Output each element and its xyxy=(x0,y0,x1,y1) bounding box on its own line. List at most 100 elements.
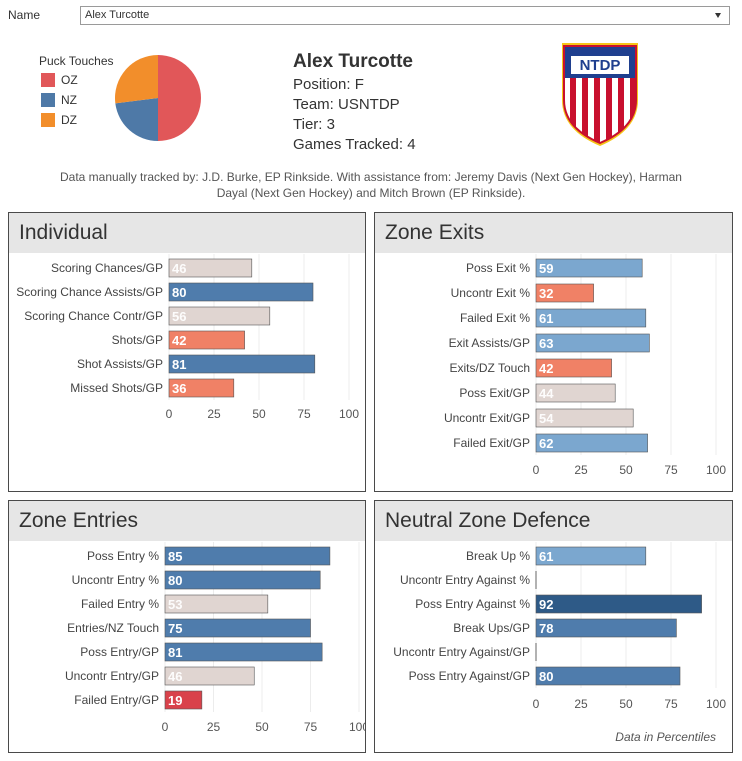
x-tick-label: 50 xyxy=(619,697,633,711)
bar[interactable] xyxy=(168,258,253,278)
bar[interactable] xyxy=(164,618,311,638)
category-label: Uncontr Entry/GP xyxy=(65,669,159,683)
zone-entries-panel: Zone Entries Poss Entry % 85 Uncontr Entry… xyxy=(8,500,366,753)
pie-slice-oz xyxy=(158,55,201,141)
data-label: 62 xyxy=(539,436,553,451)
category-label: Poss Entry Against % xyxy=(415,597,530,611)
x-tick-label: 75 xyxy=(297,407,311,421)
bar[interactable] xyxy=(535,308,647,328)
category-label: Scoring Chances/GP xyxy=(51,261,163,275)
bar[interactable] xyxy=(168,330,245,350)
bar[interactable] xyxy=(535,333,650,353)
bar[interactable] xyxy=(535,546,647,566)
bar[interactable] xyxy=(164,690,203,710)
data-label: 32 xyxy=(539,286,553,301)
player-name: Alex Turcotte xyxy=(293,51,414,72)
data-label: 80 xyxy=(539,669,553,684)
nz-swatch xyxy=(41,93,55,107)
data-label: 36 xyxy=(172,381,186,396)
bar[interactable] xyxy=(535,383,616,403)
category-label: Poss Entry/GP xyxy=(80,645,159,659)
bar[interactable] xyxy=(164,570,321,590)
data-label: 81 xyxy=(172,357,186,372)
pie-legend-item-dz: DZ xyxy=(41,113,77,127)
bar[interactable] xyxy=(535,594,702,614)
oz-swatch xyxy=(41,73,55,87)
data-label: 78 xyxy=(539,621,553,636)
category-label: Scoring Chance Assists/GP xyxy=(16,285,163,299)
name-filter-value: Alex Turcotte xyxy=(85,9,150,21)
bar[interactable] xyxy=(535,666,681,686)
category-label: Uncontr Entry Against/GP xyxy=(393,645,530,659)
player-tier: Tier: 3 xyxy=(293,116,335,133)
bar[interactable] xyxy=(535,408,634,428)
category-label: Break Ups/GP xyxy=(453,621,530,635)
bar[interactable] xyxy=(535,283,594,303)
bar[interactable] xyxy=(535,358,612,378)
zone-exits-bar-chart: Poss Exit % 59 Uncontr Exit % 32 Failed Exit… xyxy=(444,254,726,477)
x-tick-label: 25 xyxy=(574,697,588,711)
category-label: Poss Entry Against/GP xyxy=(409,669,530,683)
dz-swatch xyxy=(41,113,55,127)
data-label: 42 xyxy=(539,361,553,376)
panel-title: Zone Entries xyxy=(9,501,365,541)
x-tick-label: 100 xyxy=(339,407,359,421)
bar[interactable] xyxy=(535,258,643,278)
bar[interactable] xyxy=(168,354,316,374)
data-label: 61 xyxy=(539,549,553,564)
individual-panel: Individual Scoring Chances/GP 46 Scoring C… xyxy=(8,212,366,492)
category-label: Exit Assists/GP xyxy=(449,336,530,350)
bar[interactable] xyxy=(535,618,677,638)
x-tick-label: 50 xyxy=(255,720,269,734)
pie-legend-label: NZ xyxy=(61,93,77,107)
data-label: 54 xyxy=(539,411,554,426)
neutral-zone-defence-bar-chart: Break Up % 61 Uncontr Entry Against % Poss … xyxy=(393,542,726,711)
bar[interactable] xyxy=(168,282,314,302)
data-label: 56 xyxy=(172,309,186,324)
x-tick-label: 50 xyxy=(619,463,633,477)
category-label: Uncontr Exit % xyxy=(451,286,531,300)
x-tick-label: 50 xyxy=(252,407,266,421)
bar[interactable] xyxy=(168,306,271,326)
pie-legend-label: DZ xyxy=(61,113,77,127)
bar[interactable] xyxy=(164,546,331,566)
pie-slice-dz xyxy=(115,55,158,104)
bar[interactable] xyxy=(164,666,255,686)
data-label: 85 xyxy=(168,549,182,564)
data-label: 80 xyxy=(172,285,186,300)
category-label: Uncontr Entry % xyxy=(72,573,160,587)
category-label: Shot Assists/GP xyxy=(77,357,163,371)
bar[interactable] xyxy=(168,378,235,398)
chevron-down-icon[interactable] xyxy=(715,13,721,18)
data-label: 59 xyxy=(539,261,553,276)
category-label: Failed Exit/GP xyxy=(453,436,530,450)
data-label: 92 xyxy=(539,597,553,612)
credit-note: Data manually tracked by: J.D. Burke, EP… xyxy=(60,170,682,200)
category-label: Missed Shots/GP xyxy=(70,381,163,395)
pie-legend-item-nz: NZ xyxy=(41,93,77,107)
data-label: 19 xyxy=(168,693,182,708)
name-filter-dropdown[interactable]: Alex Turcotte xyxy=(80,6,730,25)
percentile-footnote: Data in Percentiles xyxy=(615,730,716,744)
bar[interactable] xyxy=(164,642,323,662)
puck-touches-pie xyxy=(115,55,201,141)
x-tick-label: 75 xyxy=(664,463,678,477)
x-tick-label: 100 xyxy=(349,720,365,734)
individual-bar-chart: Scoring Chances/GP 46 Scoring Chance Assis… xyxy=(16,254,359,421)
bar[interactable] xyxy=(164,594,269,614)
x-tick-label: 0 xyxy=(533,697,540,711)
pie-legend-title: Puck Touches xyxy=(39,54,114,68)
bar[interactable] xyxy=(535,433,648,453)
neutral-zone-defence-panel: Neutral Zone Defence Break Up % 61 Uncontr… xyxy=(374,500,733,753)
x-tick-label: 0 xyxy=(533,463,540,477)
data-label: 53 xyxy=(168,597,182,612)
x-tick-label: 0 xyxy=(166,407,173,421)
player-position: Position: F xyxy=(293,76,364,93)
player-games-tracked: Games Tracked: 4 xyxy=(293,136,416,153)
data-label: 80 xyxy=(168,573,182,588)
data-label: 81 xyxy=(168,645,182,660)
player-team: Team: USNTDP xyxy=(293,96,400,113)
logo-text: NTDP xyxy=(580,57,621,74)
category-label: Scoring Chance Contr/GP xyxy=(24,309,163,323)
category-label: Failed Entry % xyxy=(81,597,159,611)
